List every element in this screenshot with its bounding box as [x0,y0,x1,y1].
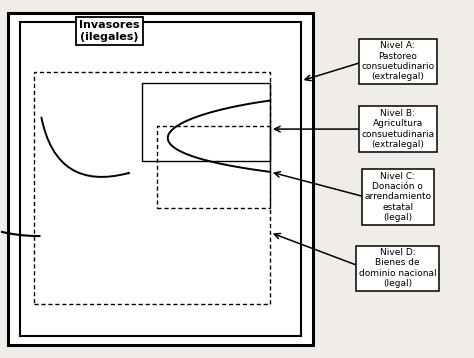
Bar [8,13,313,345]
Text: Invasores
(ilegales): Invasores (ilegales) [79,20,140,42]
Text: Nivel C:
Donación o
arrendamiento
estatal
(legal): Nivel C: Donación o arrendamiento estata… [364,171,431,222]
Text: Nivel A:
Pastoreo
consuetudinario
(extralegal): Nivel A: Pastoreo consuetudinario (extra… [361,41,434,81]
FancyArrowPatch shape [41,117,129,177]
Text: Nivel B:
Agricultura
consuetudinaria
(extralegal): Nivel B: Agricultura consuetudinaria (ex… [361,109,434,149]
Bar [143,83,270,161]
Text: Nivel D:
Bienes de
dominio nacional
(legal): Nivel D: Bienes de dominio nacional (leg… [359,248,437,288]
Bar [19,22,301,336]
